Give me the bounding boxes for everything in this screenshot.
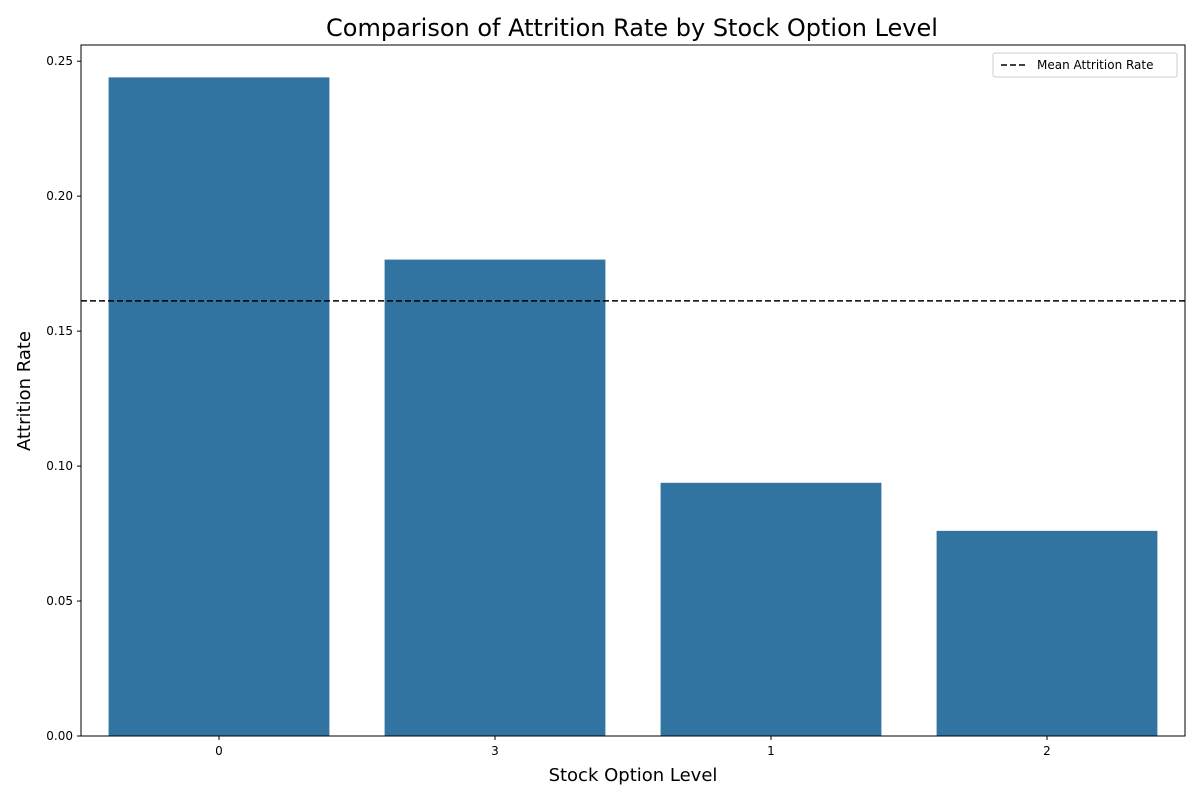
legend-label-mean: Mean Attrition Rate (1037, 58, 1154, 72)
x-tick-label: 0 (215, 744, 223, 758)
y-tick-label: 0.05 (46, 594, 73, 608)
x-axis-label: Stock Option Level (549, 765, 718, 786)
bar-level-2 (936, 530, 1158, 736)
y-tick-label: 0.25 (46, 54, 73, 68)
y-tick-label: 0.00 (46, 729, 73, 743)
y-axis-label: Attrition Rate (14, 331, 35, 451)
legend-box (992, 52, 1178, 78)
y-tick-label: 0.10 (46, 459, 73, 473)
plot-frame (80, 44, 1186, 737)
bars-group (108, 77, 1158, 736)
legend: Mean Attrition Rate (992, 52, 1178, 78)
bar-level-0 (108, 77, 330, 736)
x-ticks-group: 0 3 1 2 (215, 736, 1051, 758)
bar-level-3 (384, 259, 606, 736)
y-ticks-group: 0.00 0.05 0.10 0.15 0.20 0.25 (46, 54, 81, 743)
bar-level-1 (660, 482, 882, 736)
chart-title: Comparison of Attrition Rate by Stock Op… (326, 14, 938, 42)
x-tick-label: 2 (1043, 744, 1051, 758)
y-tick-label: 0.20 (46, 189, 73, 203)
y-tick-label: 0.15 (46, 324, 73, 338)
x-tick-label: 3 (491, 744, 499, 758)
x-tick-label: 1 (767, 744, 775, 758)
